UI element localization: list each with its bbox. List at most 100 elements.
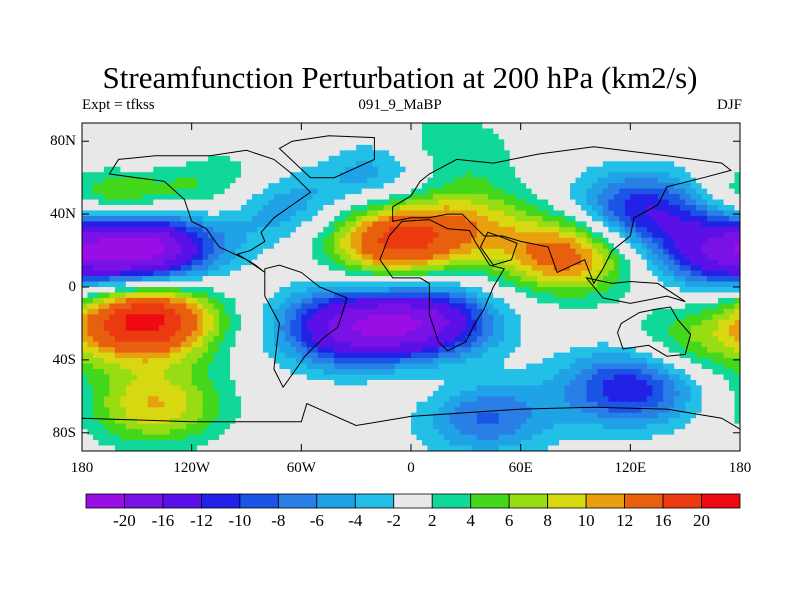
contour-cell: [734, 412, 740, 419]
contour-cell: [175, 254, 193, 261]
contour-cell: [92, 407, 111, 414]
contour-cell: [734, 396, 740, 403]
contour-cell: [542, 358, 577, 365]
contour-cell: [82, 308, 89, 315]
contour-cell: [268, 183, 385, 190]
contour-cell: [427, 259, 450, 266]
contour-cell: [432, 297, 450, 304]
colorbar-box: [201, 493, 241, 509]
contour-cell: [361, 237, 379, 244]
contour-cell: [476, 303, 483, 310]
contour-cell: [219, 401, 242, 408]
contour-cell: [411, 429, 440, 436]
contour-cell: [120, 396, 149, 403]
contour-cell: [169, 232, 187, 239]
contour-cell: [235, 330, 264, 337]
contour-cell: [361, 232, 385, 239]
contour-cell: [570, 243, 582, 250]
contour-cell: [443, 314, 467, 321]
contour-cell: [630, 194, 659, 201]
contour-cell: [82, 133, 423, 140]
contour-cell: [98, 418, 116, 425]
contour-cell: [504, 139, 740, 146]
contour-cell: [718, 336, 736, 343]
contour-cell: [82, 205, 242, 212]
contour-cell: [290, 319, 302, 326]
contour-cell: [591, 183, 609, 190]
contour-cell: [208, 363, 231, 370]
contour-cell: [208, 292, 226, 299]
contour-cell: [454, 341, 472, 348]
contour-cell: [679, 194, 692, 201]
contour-cell: [125, 412, 182, 419]
contour-cell: [186, 407, 204, 414]
contour-cell: [509, 303, 560, 310]
contour-cell: [312, 237, 324, 244]
y-tick-label: 40N: [50, 206, 76, 223]
contour-cell: [186, 423, 209, 430]
contour-cell: [98, 303, 111, 310]
contour-cell: [701, 308, 725, 315]
colorbar-label: 6: [504, 511, 514, 530]
coastline: [108, 149, 312, 273]
contour-cell: [251, 259, 319, 266]
contour-cell: [186, 221, 204, 228]
contour-cell: [262, 248, 313, 255]
colorbar-label: -20: [113, 511, 136, 530]
contour-cell: [454, 407, 533, 414]
contour-cell: [685, 314, 714, 321]
contour-cell: [646, 205, 653, 212]
contour-cell: [169, 265, 182, 272]
contour-cell: [515, 396, 566, 403]
contour-cell: [729, 314, 740, 321]
contour-cell: [674, 270, 692, 277]
contour-cell: [657, 177, 681, 184]
contour-cell: [92, 396, 105, 403]
contour-cell: [553, 205, 582, 212]
contour-cell: [465, 314, 472, 321]
contour-cell: [230, 363, 280, 370]
contour-cell: [531, 265, 555, 272]
contour-cell: [394, 369, 560, 376]
contour-cell: [696, 352, 725, 359]
contour-cell: [202, 396, 220, 403]
contour-cell: [202, 341, 209, 348]
contour-cell: [82, 385, 94, 392]
contour-cell: [602, 265, 615, 272]
contour-cell: [125, 281, 291, 288]
contour-cell: [591, 215, 604, 222]
contour-cell: [295, 314, 302, 321]
contour-cell: [707, 254, 740, 261]
contour-cell: [542, 215, 566, 222]
contour-cell: [663, 259, 675, 266]
contour-cell: [306, 205, 324, 212]
contour-cell: [663, 270, 675, 277]
contour-cell: [180, 325, 198, 332]
contour-cell: [224, 243, 242, 250]
contour-cell: [652, 270, 664, 277]
contour-cell: [125, 297, 171, 304]
contour-cell: [306, 363, 335, 370]
contour-cell: [723, 374, 740, 381]
contour-cell: [619, 297, 719, 304]
contour-cell: [345, 265, 363, 272]
contour-cell: [597, 341, 609, 348]
contour-cell: [718, 205, 736, 212]
contour-cell: [87, 379, 111, 386]
contour-cell: [421, 123, 483, 130]
contour-cell: [411, 352, 440, 359]
contour-cell: [82, 440, 100, 447]
contour-cell: [641, 243, 648, 250]
contour-cell: [635, 232, 642, 239]
contour-cell: [432, 237, 472, 244]
contour-cell: [224, 237, 248, 244]
contour-cell: [290, 341, 302, 348]
contour-cell: [147, 358, 182, 365]
contour-cell: [646, 265, 659, 272]
contour-cell: [411, 418, 434, 425]
contour-cell: [334, 259, 346, 266]
contour-cell: [465, 303, 478, 310]
coastline: [585, 277, 686, 304]
contour-cell: [312, 314, 335, 321]
contour-cell: [82, 177, 105, 184]
